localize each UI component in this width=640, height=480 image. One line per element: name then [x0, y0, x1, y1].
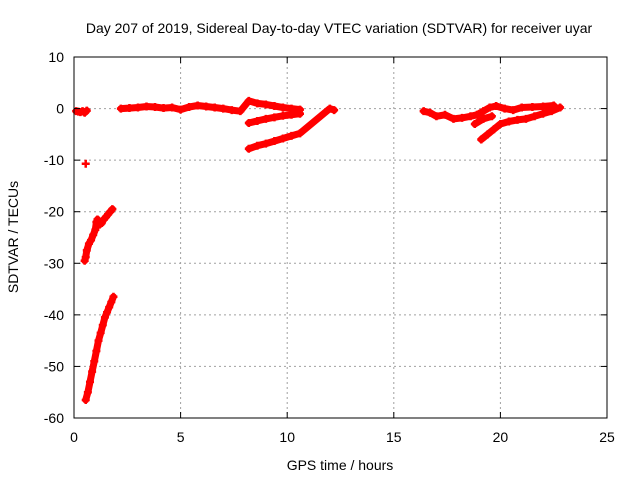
x-tick-label: 10	[279, 429, 295, 445]
data-trace	[72, 107, 91, 117]
chart-title: Day 207 of 2019, Sidereal Day-to-day VTE…	[86, 20, 593, 36]
plot-frame	[73, 56, 608, 419]
x-axis-title: GPS time / hours	[287, 457, 394, 473]
y-axis-title: SDTVAR / TECUs	[5, 181, 21, 293]
data-trace	[245, 110, 304, 127]
x-tick-label: 20	[493, 429, 509, 445]
data-trace	[477, 104, 564, 143]
y-tick-label: -40	[44, 307, 64, 323]
y-tick-label: 10	[48, 49, 64, 65]
data-trace	[117, 97, 304, 115]
data-trace	[245, 105, 338, 153]
x-tick-label: 15	[386, 429, 402, 445]
x-axis: 0 5 10 15 20 25	[70, 57, 615, 445]
x-tick-label: 5	[177, 429, 185, 445]
x-tick-label: 0	[70, 429, 78, 445]
data-trace	[82, 293, 117, 404]
y-tick-label: -60	[44, 410, 64, 426]
y-tick-label: -30	[44, 255, 64, 271]
y-tick-label: -10	[44, 152, 64, 168]
data-point	[81, 159, 90, 168]
data-trace	[420, 102, 558, 123]
y-tick-label: -20	[44, 204, 64, 220]
y-axis: 10 0 -10 -20 -30 -40 -50 -60	[44, 49, 607, 426]
grid	[74, 57, 607, 418]
data-trace	[471, 112, 496, 128]
y-tick-label: 0	[56, 101, 64, 117]
x-tick-label: 25	[599, 429, 615, 445]
data-trace	[81, 205, 116, 265]
y-tick-label: -50	[44, 358, 64, 374]
data-points	[72, 96, 565, 404]
